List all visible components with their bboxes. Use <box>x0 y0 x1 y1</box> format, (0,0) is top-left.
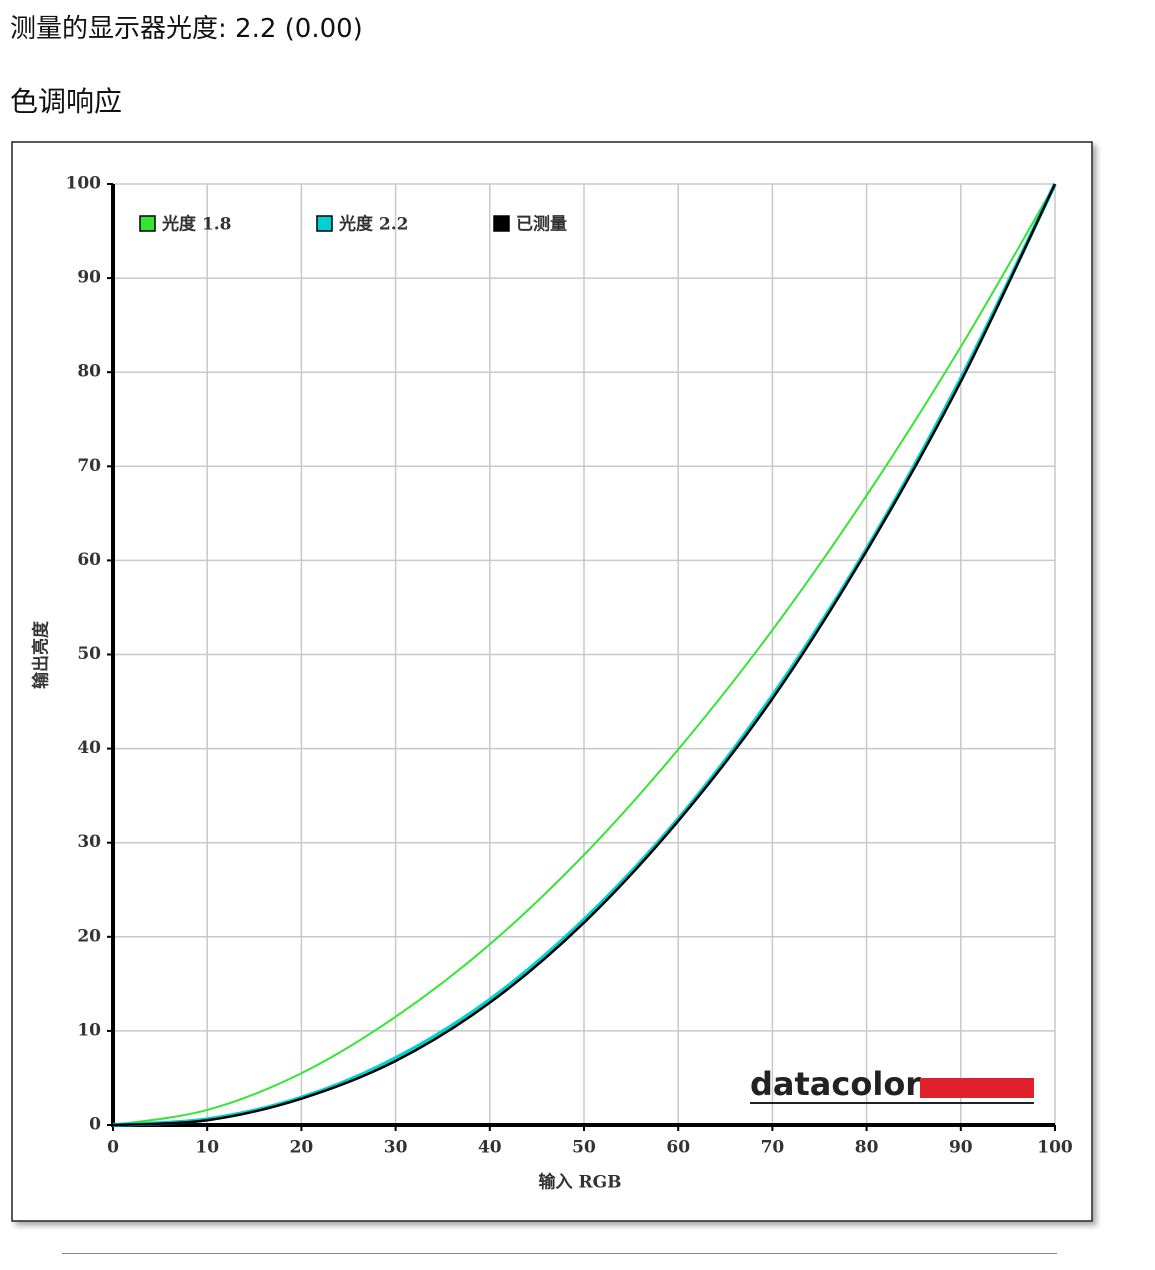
y-tick-label: 50 <box>77 644 101 664</box>
x-tick-label: 70 <box>761 1138 785 1158</box>
legend-swatch <box>316 215 333 232</box>
logo-bar <box>920 1078 1034 1098</box>
grid: 0 10 20 30 40 50 60 70 80 90 100 0 10 20 30 40 50 60 70 80 9… <box>66 174 1073 1158</box>
x-tick-label: 60 <box>666 1138 690 1158</box>
x-tick-label: 20 <box>290 1138 314 1158</box>
y-tick-label: 0 <box>89 1115 101 1135</box>
x-tick-label: 10 <box>195 1138 219 1158</box>
legend-label: 光度 1.8 <box>161 214 232 235</box>
y-tick-label: 10 <box>77 1020 101 1040</box>
legend-swatch <box>493 215 510 232</box>
y-tick-label: 20 <box>77 926 101 946</box>
x-tick-label: 50 <box>572 1138 596 1158</box>
chart-frame <box>11 141 1093 1222</box>
lines <box>112 183 1057 1127</box>
y-tick-label: 30 <box>77 832 101 852</box>
y-tick-label: 70 <box>77 456 101 476</box>
x-tick-label: 0 <box>107 1138 119 1158</box>
x-tick-label: 40 <box>478 1138 502 1158</box>
y-tick-label: 100 <box>66 174 102 194</box>
legend-label: 已测量 <box>516 214 567 235</box>
y-tick-label: 60 <box>77 550 101 570</box>
divider <box>62 1253 1057 1254</box>
y-tick-label: 40 <box>77 738 101 758</box>
x-tick-label: 100 <box>1037 1138 1073 1158</box>
section-title: 色调响应 <box>10 85 123 118</box>
legend-label: 光度 2.2 <box>338 214 409 235</box>
x-axis-label: 输入 RGB <box>539 1172 622 1193</box>
x-tick-label: 80 <box>855 1138 879 1158</box>
y-axis-label: 输出亮度 <box>31 620 52 689</box>
series-line <box>112 183 1057 1127</box>
logo: datacolor <box>750 1065 921 1103</box>
x-tick-label: 90 <box>949 1138 973 1158</box>
x-tick-label: 30 <box>384 1138 408 1158</box>
y-tick-label: 80 <box>77 362 101 382</box>
legend-swatch <box>139 215 156 232</box>
y-tick-label: 90 <box>77 268 101 288</box>
gamma-heading: 测量的显示器光度: 2.2 (0.00) <box>10 14 363 44</box>
series-line <box>112 183 1056 1126</box>
